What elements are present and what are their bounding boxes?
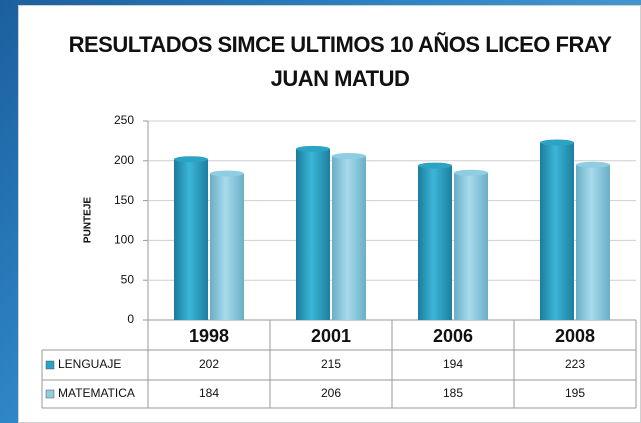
chart-title: RESULTADOS SIMCE ULTIMOS 10 AÑOS LICEO F… xyxy=(68,32,612,91)
table-value: 184 xyxy=(199,386,219,400)
bar xyxy=(210,173,244,320)
legend-swatch xyxy=(45,360,55,370)
table-value: 185 xyxy=(443,386,463,400)
y-tick-label: 50 xyxy=(121,272,135,286)
table-value: 202 xyxy=(199,357,219,371)
legend-label: LENGUAJE xyxy=(58,357,121,371)
bar xyxy=(576,164,610,320)
bar xyxy=(332,156,366,320)
bar xyxy=(540,142,574,320)
table-value: 195 xyxy=(565,386,585,400)
bar-cap xyxy=(174,156,208,163)
table-value: 223 xyxy=(565,357,585,371)
bar xyxy=(418,165,452,320)
bar-cap xyxy=(296,145,330,152)
bar xyxy=(296,148,330,320)
x-tick-label: 2001 xyxy=(311,326,351,346)
bar-cap xyxy=(210,170,244,177)
x-tick-label: 2006 xyxy=(433,326,473,346)
y-tick-label: 150 xyxy=(114,193,134,207)
bar-cap xyxy=(576,161,610,168)
y-tick-label: 0 xyxy=(127,312,134,326)
table-value: 194 xyxy=(443,357,463,371)
bar xyxy=(454,172,488,320)
bar xyxy=(174,159,208,320)
bar-cap xyxy=(418,162,452,169)
x-tick-label: 1998 xyxy=(189,326,229,346)
y-tick-label: 100 xyxy=(114,233,134,247)
table-value: 215 xyxy=(321,357,341,371)
table-value: 206 xyxy=(321,386,341,400)
bar-cap xyxy=(540,139,574,146)
y-axis-label: PUNTEJE xyxy=(83,197,94,243)
x-tick-label: 2008 xyxy=(555,326,595,346)
y-tick-label: 200 xyxy=(114,153,134,167)
bar-cap xyxy=(332,153,366,160)
bar-cap xyxy=(454,169,488,176)
legend-swatch xyxy=(45,389,55,399)
y-tick-label: 250 xyxy=(114,113,134,127)
legend-label: MATEMATICA xyxy=(58,386,135,400)
